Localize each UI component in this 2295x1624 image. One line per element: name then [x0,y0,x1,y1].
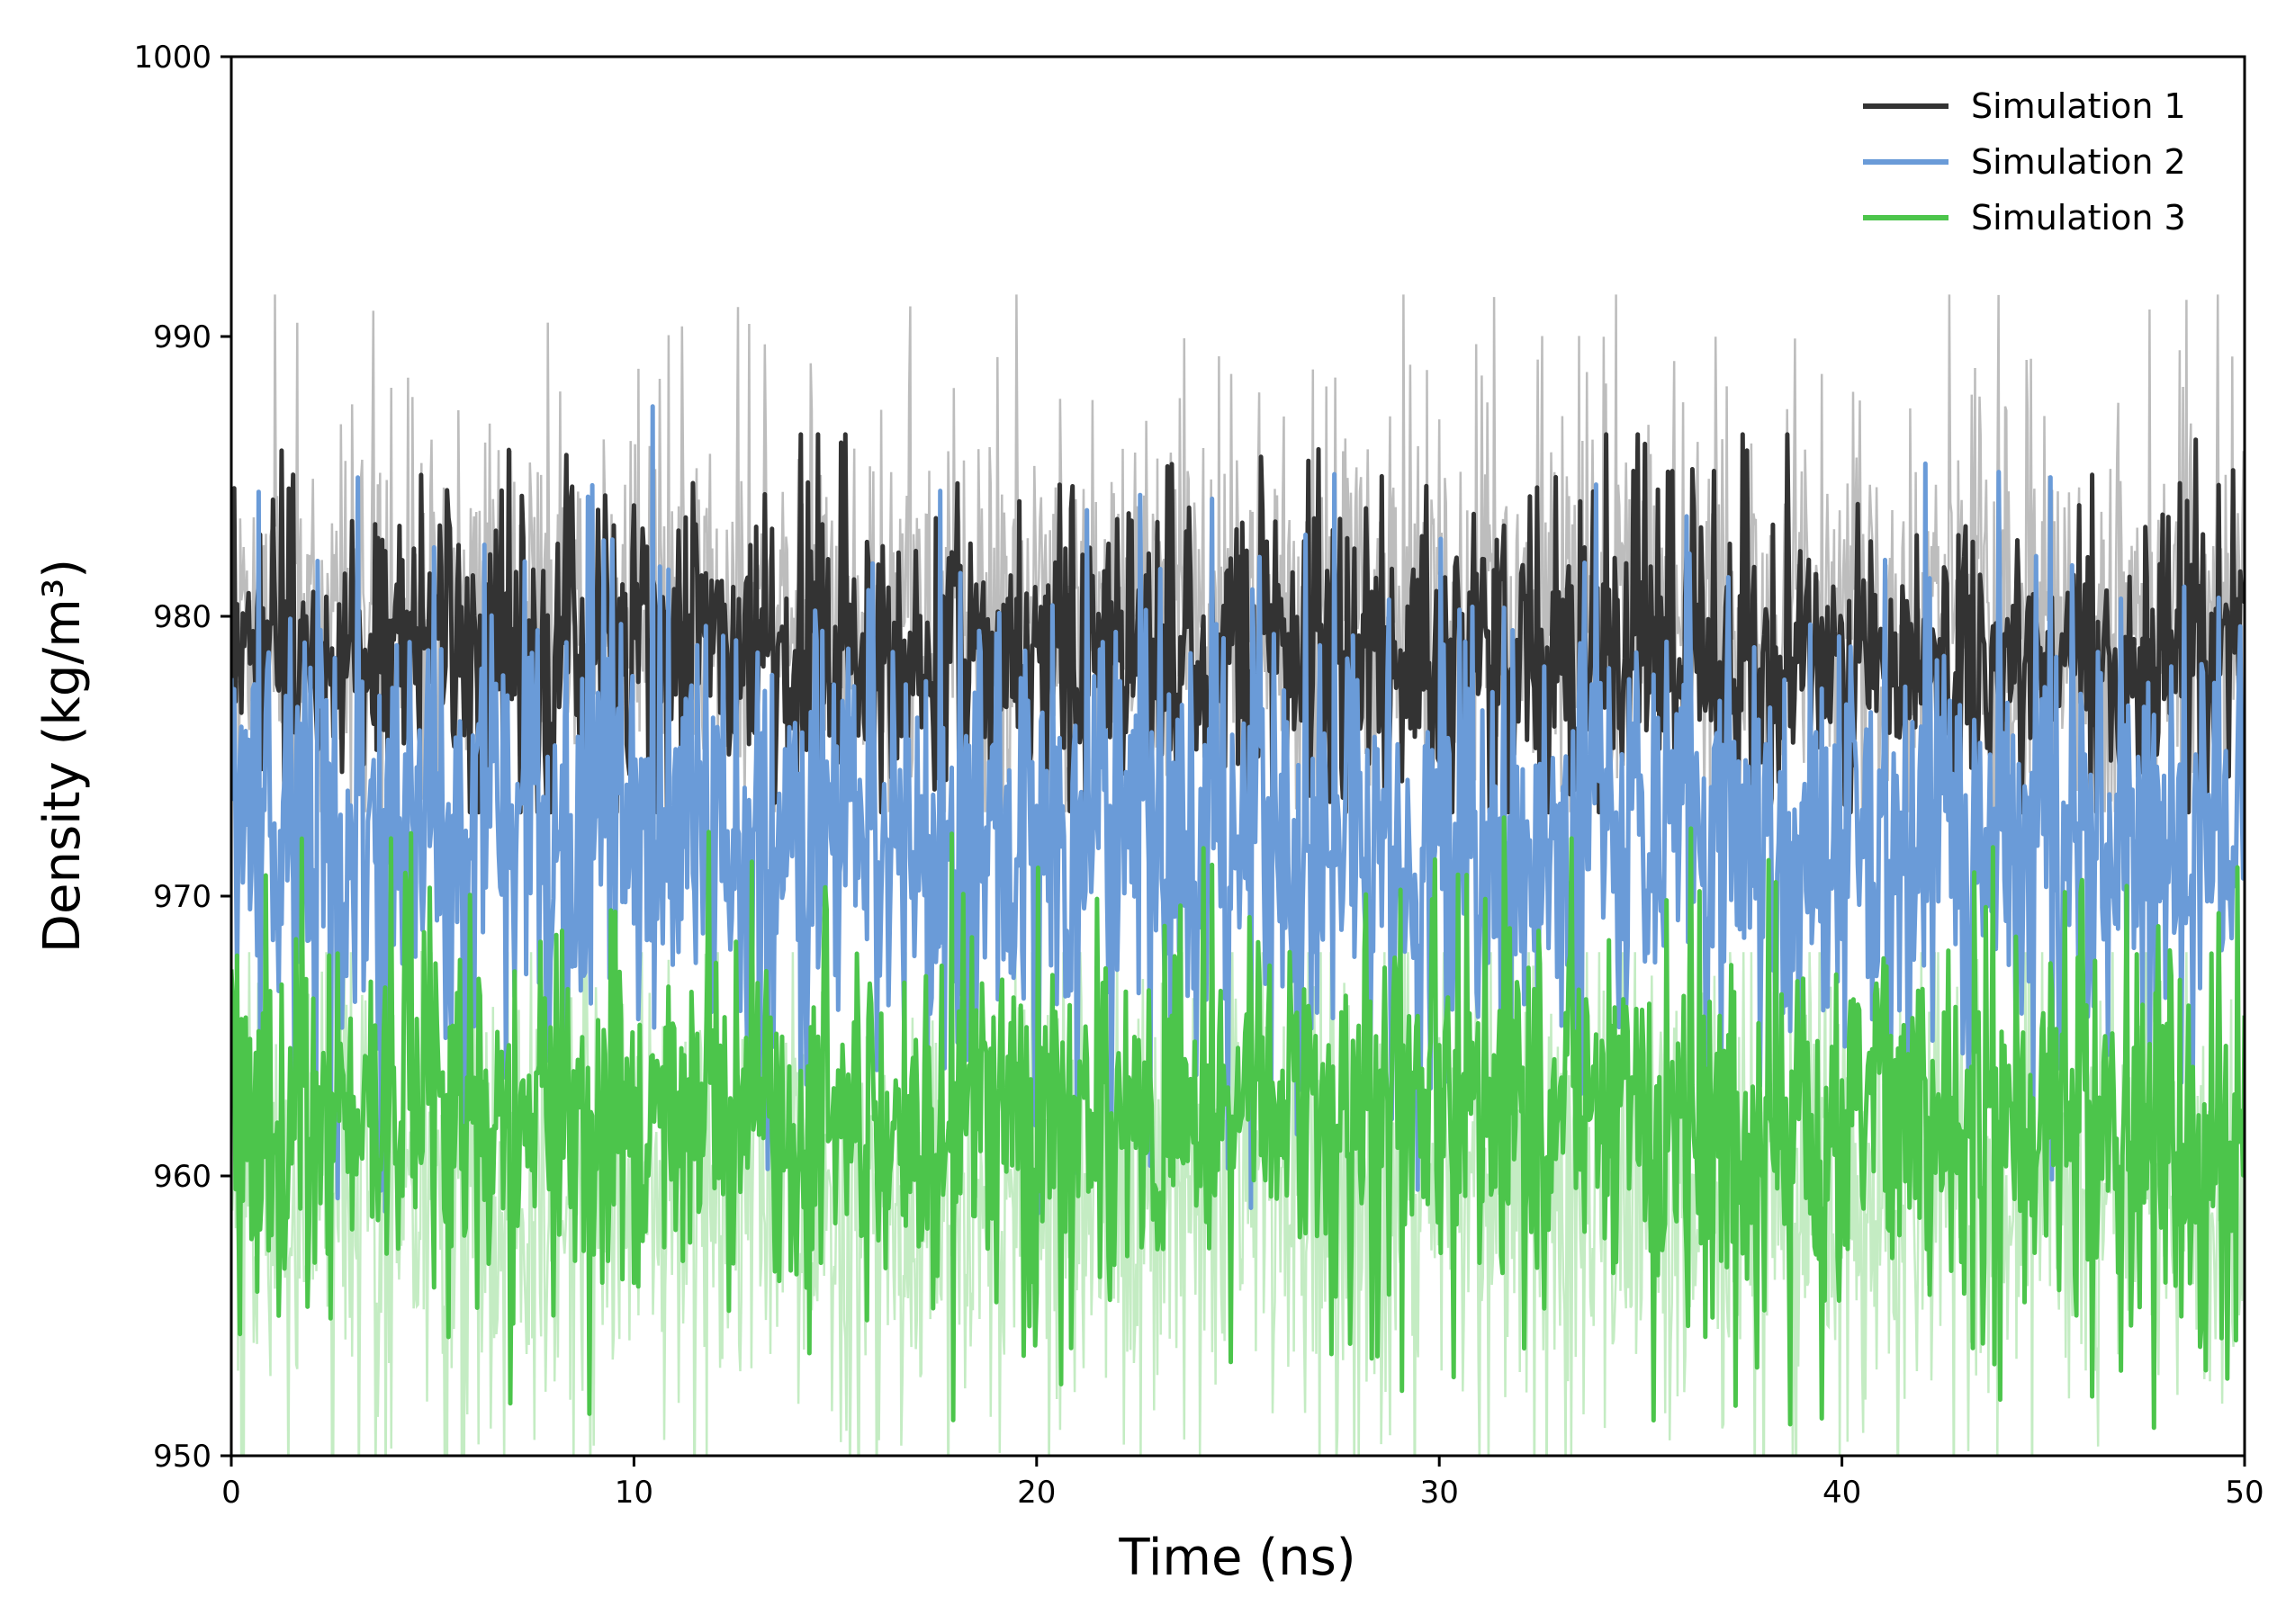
legend: Simulation 1 Simulation 2 Simulation 3 [1863,86,2186,238]
series-layer [231,294,2245,1456]
x-tick-label: 0 [221,1475,241,1511]
y-tick-label: 950 [153,1439,212,1475]
y-tick-label: 970 [153,879,212,915]
x-axis: 0 10 20 30 40 50 [221,1456,2264,1511]
legend-label: Simulation 2 [1971,142,2186,182]
legend-label: Simulation 1 [1971,86,2186,126]
y-tick-label: 960 [153,1159,212,1195]
x-tick-label: 20 [1017,1475,1056,1511]
x-tick-label: 10 [615,1475,653,1511]
x-axis-title: Time (ns) [1118,1529,1355,1587]
y-tick-label: 1000 [133,40,212,76]
series-simulation-1 [231,432,2245,815]
y-tick-label: 990 [153,319,212,355]
plot-frame [230,55,2246,1458]
series-simulation-3 [231,815,2245,1431]
x-tick-label: 30 [1420,1475,1459,1511]
x-tick-label: 40 [1822,1475,1861,1511]
y-axis-title: Density (kg/m³) [33,559,92,953]
legend-label: Simulation 3 [1971,198,2186,238]
x-tick-label: 50 [2225,1475,2264,1511]
y-tick-label: 980 [153,599,212,635]
y-axis: 950 960 970 980 990 1000 [133,40,231,1475]
